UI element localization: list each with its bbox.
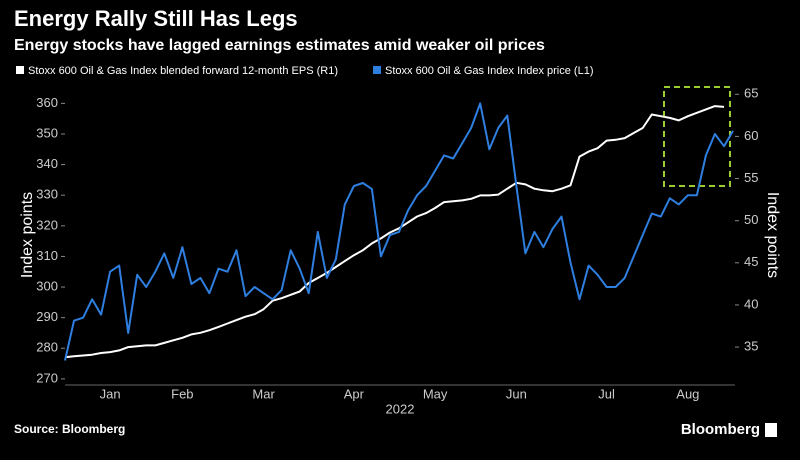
brand-icon [765, 423, 777, 437]
y-axis-title: Index points [19, 192, 36, 278]
y-tick-label: 340 [36, 156, 58, 171]
y2-tick-label: 65 [744, 86, 758, 101]
x-tick-label: Mar [252, 386, 275, 401]
y-tick-label: 300 [36, 278, 58, 293]
x-tick-label: Jul [598, 386, 615, 401]
y-tick-label: 280 [36, 340, 58, 355]
brand: Bloomberg [681, 421, 760, 438]
y-tick-label: 360 [36, 95, 58, 110]
line-series [64, 102, 734, 361]
y-tick-label: 330 [36, 187, 58, 202]
x-tick-label: May [423, 386, 448, 401]
x-axis-title: 2022 [386, 401, 415, 416]
x-tick-label: Aug [676, 386, 699, 401]
x-tick-label: Feb [171, 386, 193, 401]
y2-tick-label: 60 [744, 128, 758, 143]
x-tick-label: Apr [344, 386, 365, 401]
x-tick-label: Jun [506, 386, 527, 401]
legend-label: Stoxx 600 Oil & Gas Index blended forwar… [28, 65, 338, 77]
y2-tick-label: 45 [744, 254, 758, 269]
chart-title: Energy Rally Still Has Legs [14, 6, 298, 31]
legend-swatch [373, 66, 381, 74]
chart-subtitle: Energy stocks have lagged earnings estim… [14, 37, 545, 54]
line-series [64, 105, 725, 359]
y2-tick-label: 55 [744, 170, 758, 185]
legend-label: Stoxx 600 Oil & Gas Index Index price (L… [385, 65, 594, 77]
y-tick-label: 320 [36, 217, 58, 232]
highlight-box [663, 86, 731, 187]
legend-swatch [16, 66, 24, 74]
y2-tick-label: 40 [744, 296, 758, 311]
y-tick-label: 290 [36, 309, 58, 324]
y-tick-label: 270 [36, 370, 58, 385]
y2-tick-label: 35 [744, 339, 758, 354]
y-tick-label: 350 [36, 125, 58, 140]
y2-axis-title: Index points [764, 192, 781, 278]
source: Source: Bloomberg [14, 422, 125, 436]
x-tick-label: Jan [100, 386, 121, 401]
y2-tick-label: 50 [744, 212, 758, 227]
y-tick-label: 310 [36, 248, 58, 263]
